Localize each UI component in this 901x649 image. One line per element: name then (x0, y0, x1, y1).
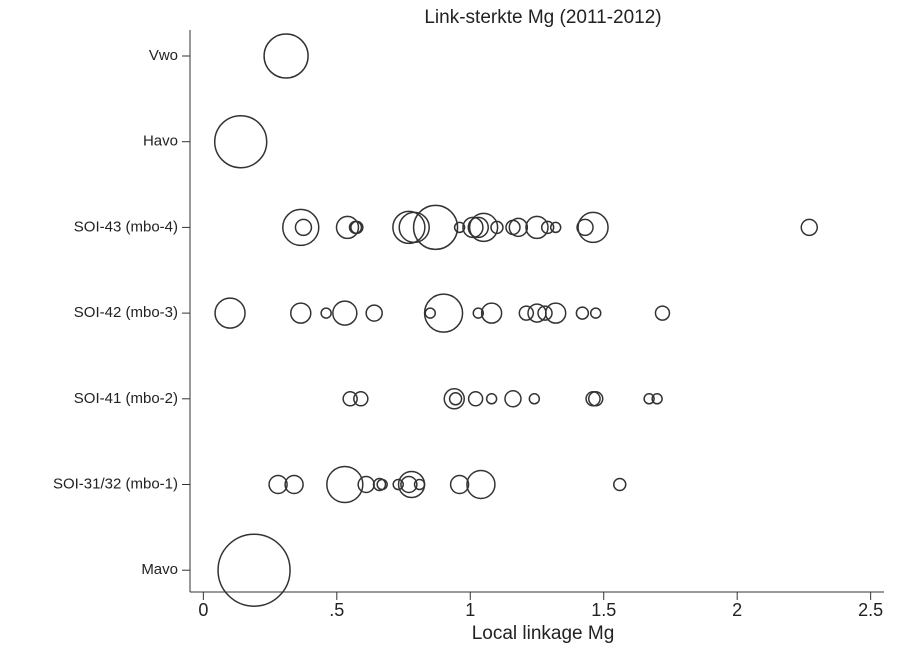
bubble (490, 220, 504, 235)
bubble (284, 474, 304, 495)
bubble (332, 300, 358, 326)
x-tick-label: 1.5 (591, 600, 616, 620)
y-tick-label: SOI-41 (mbo-2) (74, 390, 178, 407)
y-tick-label: Havo (143, 133, 178, 150)
bubble (508, 217, 529, 238)
bubble (654, 305, 671, 321)
x-tick-label: 2 (732, 600, 742, 620)
y-tick-label: SOI-42 (mbo-3) (74, 304, 178, 321)
bubble (453, 221, 466, 234)
bubble (587, 391, 604, 407)
bubble (443, 388, 466, 410)
bubble (320, 307, 332, 319)
bubble (651, 393, 663, 405)
bubble (576, 218, 594, 237)
chart-title: Link-sterkte Mg (2011-2012) (424, 7, 661, 28)
bubble (392, 210, 426, 245)
bubble (528, 393, 541, 405)
bubble (462, 216, 484, 239)
bubble (263, 33, 309, 79)
bubble (398, 211, 430, 244)
bubble (282, 208, 320, 247)
bubble (589, 307, 602, 319)
bubble (549, 221, 562, 234)
bubble (412, 204, 459, 251)
bubble (214, 297, 246, 329)
bubble (294, 218, 313, 237)
bubble (480, 302, 503, 324)
bubble (612, 477, 627, 492)
x-tick-label: 0 (198, 600, 208, 620)
bubble (268, 474, 288, 495)
bubble (575, 306, 590, 320)
bubble (335, 215, 360, 240)
bubble (372, 477, 387, 492)
bubble (504, 390, 522, 408)
bubble (413, 478, 426, 491)
bubble (376, 478, 388, 491)
bubble (397, 470, 426, 499)
bubble (449, 474, 470, 495)
x-axis-title: Local linkage Mg (472, 623, 615, 644)
y-tick-label: SOI-31/32 (mbo-1) (53, 475, 178, 492)
y-tick-label: Vwo (149, 47, 178, 64)
bubble (326, 465, 364, 504)
bubble (357, 475, 375, 494)
bubble (467, 391, 484, 407)
bubble (537, 305, 553, 321)
bubble (485, 393, 498, 405)
bubble (213, 114, 268, 169)
bubble (342, 391, 358, 407)
bubble (518, 305, 535, 321)
bubble (800, 218, 819, 237)
bubble (544, 302, 567, 324)
bubble (466, 469, 496, 500)
bubble (467, 216, 490, 239)
bubble (505, 219, 521, 236)
bubble (350, 220, 364, 235)
y-tick-label: Mavo (141, 561, 178, 578)
bubble (290, 302, 312, 324)
bubble (643, 393, 655, 405)
bubble (472, 307, 485, 319)
bubble (577, 211, 609, 244)
bubble (392, 478, 404, 491)
bubble (400, 475, 418, 494)
bubble (468, 212, 499, 243)
bubble (424, 307, 436, 319)
bubble (448, 392, 463, 406)
bubble (423, 293, 464, 333)
bubble (365, 304, 383, 322)
x-tick-label: .5 (329, 600, 344, 620)
bubble (353, 391, 369, 407)
bubble (217, 533, 291, 607)
x-tick-label: 1 (465, 600, 475, 620)
bubble (525, 215, 549, 240)
x-tick-label: 2.5 (858, 600, 883, 620)
bubble (540, 220, 555, 235)
y-tick-label: SOI-43 (mbo-4) (74, 218, 178, 235)
